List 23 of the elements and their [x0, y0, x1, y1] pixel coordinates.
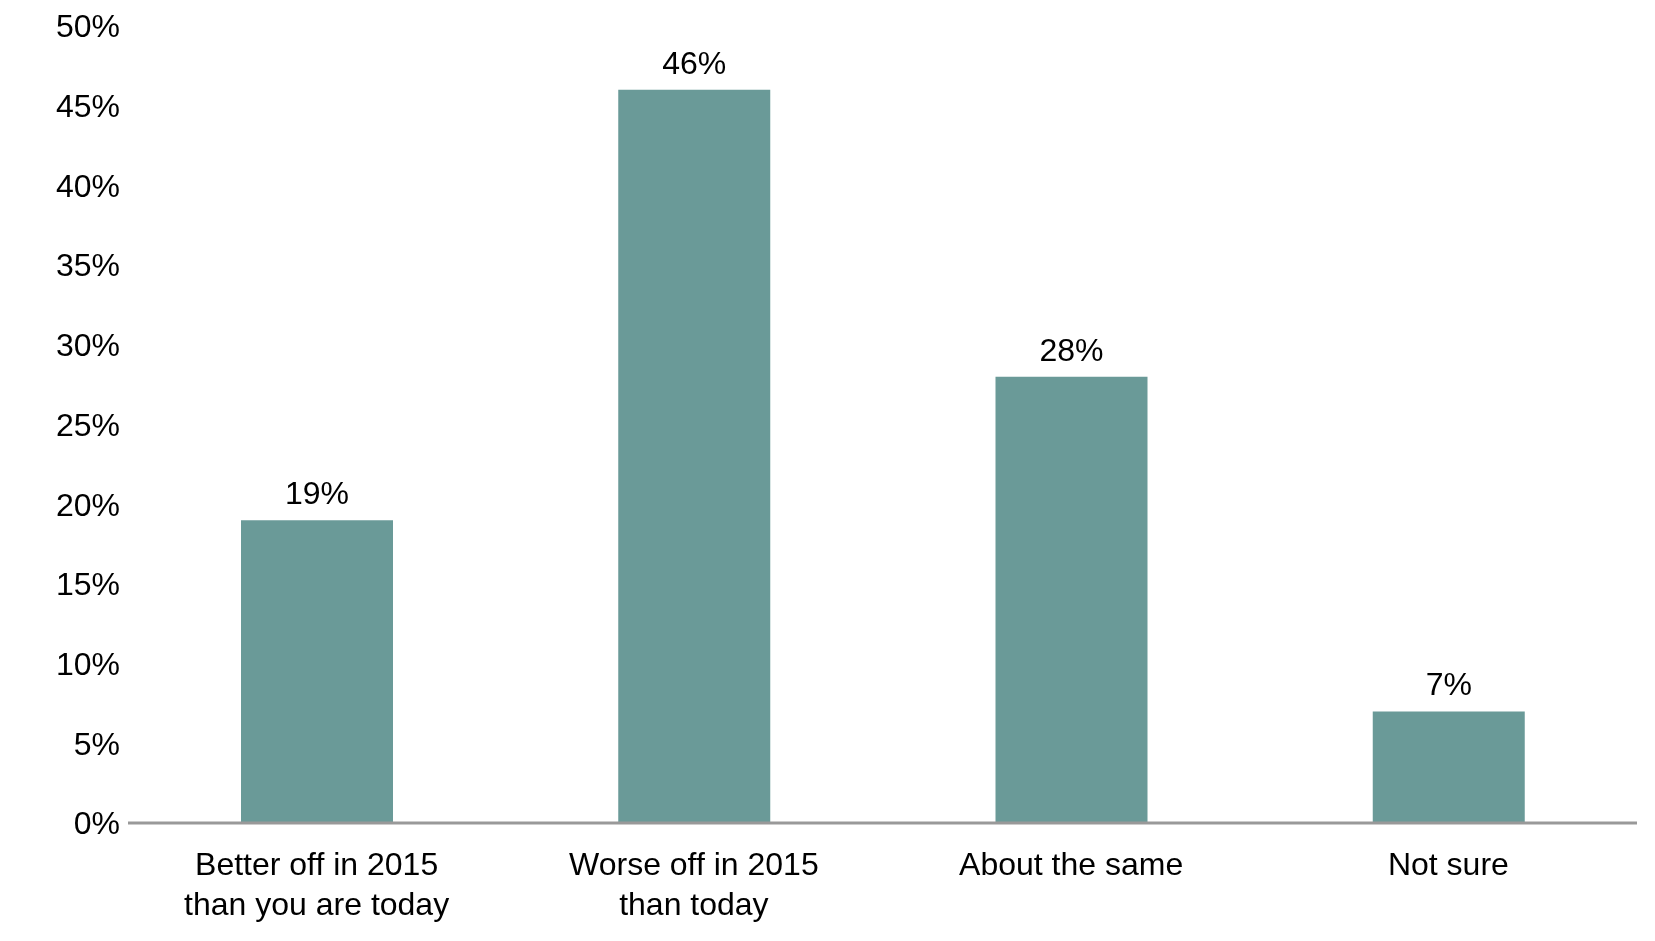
data-label: 7% [1425, 666, 1472, 703]
data-label: 19% [284, 475, 350, 512]
y-tick-label: 50% [55, 8, 120, 45]
x-tick-label: About the same [959, 846, 1184, 882]
x-tick-label: Worse off in 2015 than today [569, 846, 819, 922]
data-label: 46% [662, 44, 727, 81]
bar [995, 376, 1148, 823]
y-tick-label: 0% [73, 805, 120, 842]
bar [241, 520, 393, 823]
y-tick-label: 20% [55, 486, 120, 523]
y-tick-label: 40% [55, 167, 120, 204]
y-tick-label: 35% [55, 247, 120, 284]
bar [1372, 711, 1525, 823]
y-tick-label: 15% [55, 566, 120, 603]
y-tick-label: 25% [55, 406, 120, 443]
y-tick-label: 45% [55, 88, 120, 125]
y-tick-label: 5% [73, 725, 120, 762]
bar [618, 89, 771, 823]
x-tick-label: Not sure [1387, 846, 1509, 882]
data-label: 28% [1039, 331, 1104, 368]
y-tick-label: 30% [55, 327, 120, 364]
y-tick-label: 10% [55, 645, 120, 682]
x-tick-label: Better off in 2015 than you are today [184, 846, 450, 922]
